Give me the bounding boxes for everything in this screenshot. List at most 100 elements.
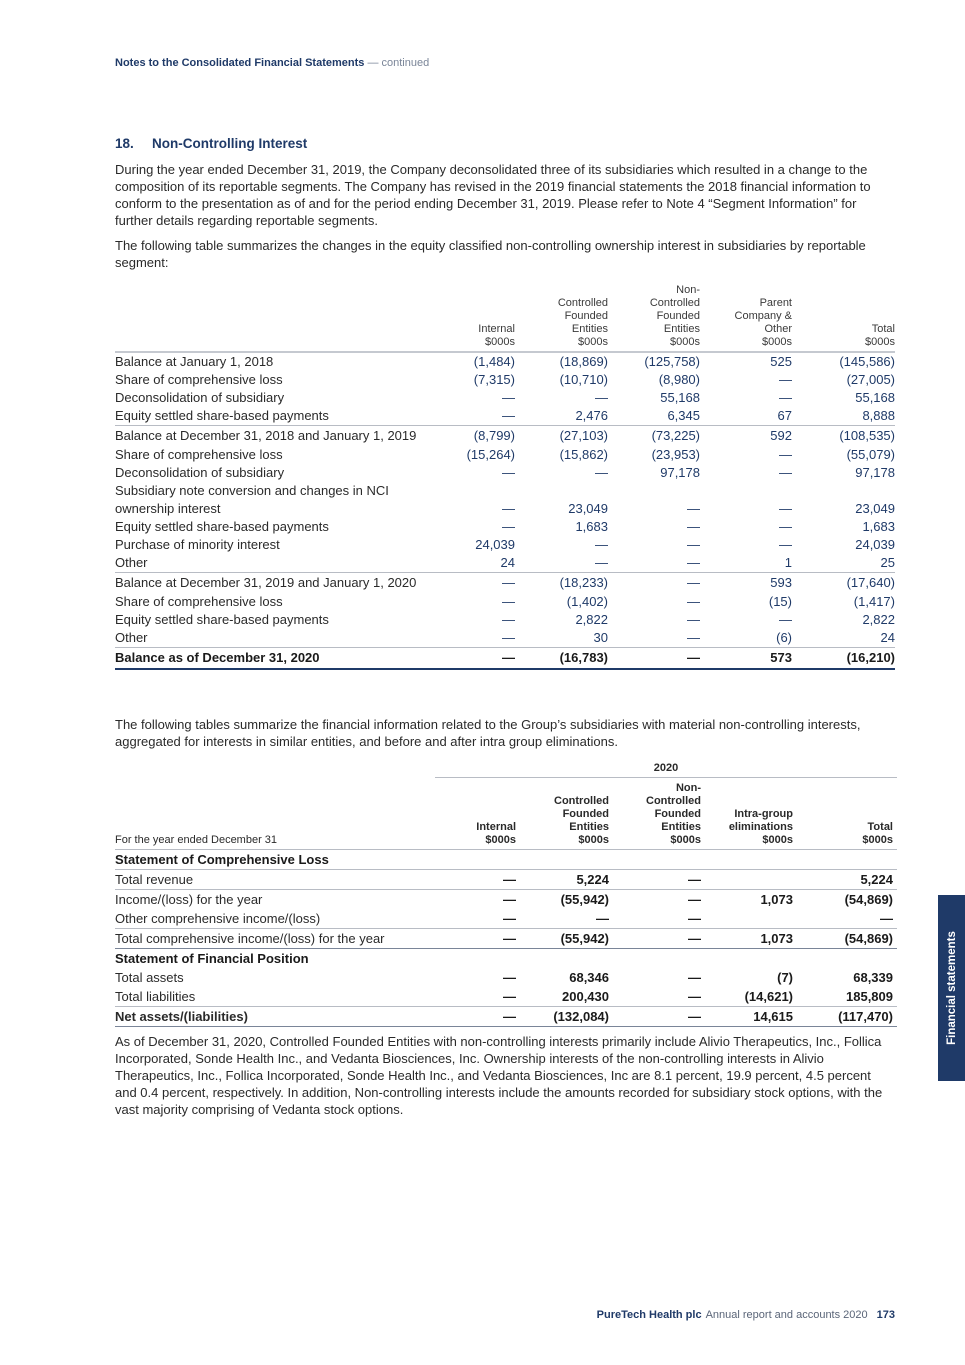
- cell-value: —: [430, 869, 520, 890]
- cell-value: —: [502, 390, 515, 405]
- cell-value: 1,683: [575, 519, 608, 534]
- column-header-line: Non-: [676, 284, 700, 296]
- section-title: 18. Non-Controlling Interest: [115, 136, 307, 151]
- table1-intro-paragraph: The following table summarizes the chang…: [115, 238, 866, 270]
- cell-value: 1,073: [705, 928, 797, 949]
- nci-changes-table: Internal $000s Controlled Founded Entities $0…: [115, 284, 895, 670]
- cell-value: —: [595, 537, 608, 552]
- section-number: 18.: [115, 136, 134, 151]
- cell-value: —: [779, 537, 792, 552]
- table-row: Other comprehensive income/(loss) — — — —: [115, 909, 897, 929]
- cell-value: (15): [768, 594, 792, 609]
- cell-value: —: [688, 911, 701, 926]
- row-label: Statement of Comprehensive Loss: [115, 852, 329, 867]
- side-tab[interactable]: Financial statements: [938, 895, 965, 1081]
- cell-value: (27,103): [559, 428, 608, 443]
- column-header: Total $000s: [797, 782, 897, 850]
- cell-value: —: [880, 911, 893, 926]
- table-row: Statement of Comprehensive Loss: [115, 850, 897, 870]
- column-header-line: Other: [764, 323, 792, 335]
- table-row: Deconsolidation of subsidiary — — 97,178 — 97…: [115, 464, 895, 482]
- cell-value: 97,178: [660, 465, 700, 480]
- cell-value: —: [779, 501, 792, 516]
- cell-value: 24: [797, 629, 895, 648]
- table-row: Total liabilities — 200,430 — (14,621) 185,80…: [115, 987, 897, 1007]
- cell-value: —: [503, 911, 516, 926]
- row-label: Share of comprehensive loss: [115, 594, 283, 609]
- table-row: Total comprehensive income/(loss) for th…: [115, 928, 897, 949]
- table-row: Equity settled share-based payments — 2,82…: [115, 611, 895, 629]
- cell-value: (17,640): [846, 575, 895, 590]
- cell-value: (27,005): [846, 372, 895, 387]
- row-label: Deconsolidation of subsidiary: [115, 390, 285, 405]
- column-header-line: $000s: [670, 336, 700, 348]
- column-header-line: Parent: [759, 297, 792, 309]
- cell-value: (55,942): [520, 889, 613, 909]
- table-row: Net assets/(liabilities) — (132,084) —14,61…: [115, 1006, 897, 1027]
- column-header-line: Founded: [656, 310, 700, 322]
- column-header-line: Entities: [571, 323, 608, 335]
- column-header: Non- Controlled Founded Entities $000s: [613, 782, 705, 850]
- cell-value: 55,168: [855, 390, 895, 405]
- cell-value: 2,822: [862, 612, 895, 627]
- cell-value: [705, 850, 797, 870]
- cell-value: (108,535): [839, 428, 895, 443]
- cell-value: (132,084): [520, 1006, 613, 1027]
- cell-value: —: [779, 519, 792, 534]
- row-label: Total liabilities: [115, 989, 196, 1004]
- table-row: Share of comprehensive loss (7,315) (10,71…: [115, 371, 895, 389]
- cell-value: —: [687, 612, 700, 627]
- running-header-title: Notes to the Consolidated Financial Stat…: [115, 57, 365, 69]
- cell-value: 5,224: [797, 869, 897, 890]
- cell-value: (55,079): [846, 447, 895, 462]
- cell-value: 97,178: [855, 465, 895, 480]
- footer-publication: Annual report and accounts 2020: [705, 1309, 868, 1321]
- cell-value: [797, 949, 897, 969]
- cell-value: (8,799): [473, 428, 515, 443]
- cell-value: (18,233): [559, 575, 608, 590]
- cell-value: [613, 949, 705, 969]
- cell-value: —: [687, 501, 700, 516]
- label-header: [115, 284, 430, 353]
- column-header-line: Intra-group: [734, 808, 793, 820]
- cell-value: 68,346: [569, 970, 609, 985]
- row-label: Equity settled share-based payments: [115, 612, 329, 627]
- row-label: Other: [115, 554, 430, 573]
- column-header-line: Controlled: [649, 297, 700, 309]
- cell-value: —: [613, 869, 705, 890]
- cell-value: [797, 850, 897, 870]
- table-header-row: For the year ended December 31 Internal $0…: [115, 782, 897, 850]
- cell-value: —: [779, 372, 792, 387]
- cell-value: (16,210): [797, 647, 895, 670]
- intro-paragraph: During the year ended December 31, 2019,…: [115, 162, 871, 228]
- table-row: Balance at December 31, 2019 and January…: [115, 573, 895, 594]
- table-row: Total revenue —5,224—5,224: [115, 869, 897, 890]
- cell-value: 525: [770, 354, 792, 369]
- cell-value: —: [503, 989, 516, 1004]
- row-label: Statement of Financial Position: [115, 951, 309, 966]
- cell-value: 24,039: [855, 537, 895, 552]
- column-header-line: Internal: [476, 821, 516, 833]
- column-header-line: Founded: [654, 808, 701, 820]
- cell-value: 200,430: [562, 989, 609, 1004]
- section-title-text: Non-Controlling Interest: [152, 136, 308, 151]
- cell-value: (7): [777, 970, 793, 985]
- row-label: Total revenue: [115, 869, 430, 890]
- column-header-line: $000s: [865, 336, 895, 348]
- column-header-line: $000s: [862, 834, 893, 846]
- cell-value: —: [687, 594, 700, 609]
- cell-value: —: [779, 612, 792, 627]
- cell-value: 24,039: [475, 537, 515, 552]
- cell-value: (6): [705, 629, 797, 648]
- footer-company: PureTech Health plc: [596, 1309, 702, 1321]
- column-header: Intra-group eliminations $000s: [705, 782, 797, 850]
- table-row: Share of comprehensive loss — (1,402) — (15)…: [115, 593, 895, 611]
- cell-value: —: [613, 889, 705, 909]
- cell-value: —: [613, 629, 705, 648]
- column-header-line: $000s: [670, 834, 701, 846]
- table-row: Equity settled share-based payments —2,47…: [115, 407, 895, 426]
- cell-value: —: [430, 629, 520, 648]
- column-header-line: Founded: [564, 310, 608, 322]
- cell-value: 68,339: [853, 970, 893, 985]
- row-label: Net assets/(liabilities): [115, 1006, 430, 1027]
